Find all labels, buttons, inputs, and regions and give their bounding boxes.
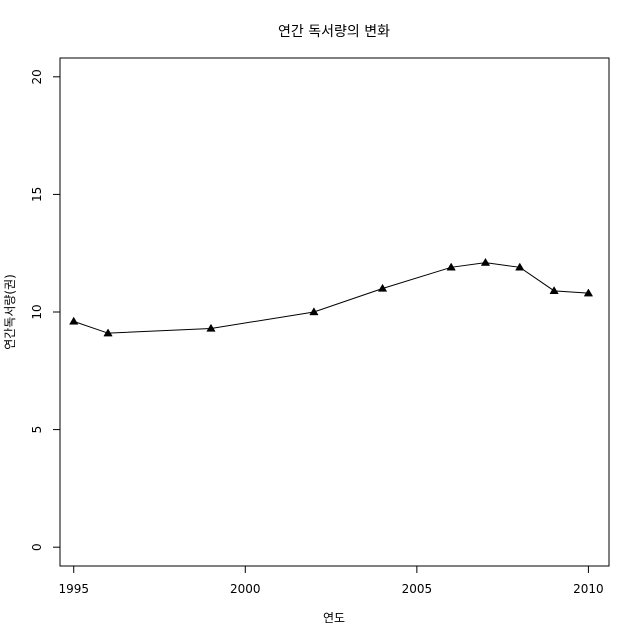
y-axis-label: 연간독서량(권) — [3, 274, 17, 350]
x-axis: 1995 2000 2005 2010 — [58, 565, 604, 596]
data-point — [309, 307, 319, 316]
x-tick-label: 2005 — [402, 582, 433, 596]
x-tick-label: 1995 — [58, 582, 89, 596]
data-point — [103, 328, 113, 337]
y-tick-label: 0 — [30, 543, 44, 551]
x-tick-label: 2000 — [230, 582, 261, 596]
x-axis-label: 연도 — [323, 611, 345, 625]
y-tick-label: 20 — [30, 69, 44, 84]
data-point — [515, 262, 525, 271]
chart-title: 연간 독서량의 변화 — [278, 24, 390, 40]
data-point — [377, 283, 388, 292]
y-tick-label: 15 — [30, 187, 44, 202]
data-point — [446, 262, 456, 271]
data-point — [206, 323, 216, 332]
y-axis: 0 5 10 15 20 — [30, 69, 61, 551]
data-point — [583, 288, 594, 297]
x-tick-label: 2010 — [573, 582, 604, 596]
data-point — [549, 286, 559, 295]
data-point — [69, 316, 79, 325]
data-point — [480, 257, 491, 266]
y-tick-label: 10 — [30, 304, 44, 319]
series-line — [73, 262, 589, 334]
series-group — [69, 257, 594, 337]
y-tick-label: 5 — [30, 426, 44, 434]
